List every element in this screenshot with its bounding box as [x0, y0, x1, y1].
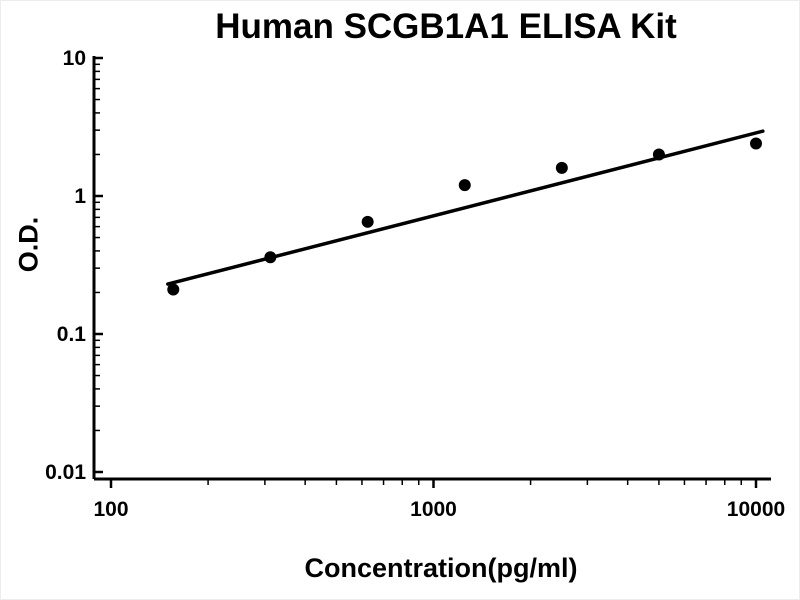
fit-line [166, 129, 765, 286]
x-tick-label: 10000 [727, 498, 785, 521]
x-tick-label: 100 [93, 498, 128, 521]
data-point [458, 179, 471, 192]
data-points-group [167, 137, 762, 296]
data-point [264, 251, 277, 264]
y-axis-ticks: 10 1 0.1 0.01 [45, 47, 103, 484]
x-tick-label: 1000 [410, 498, 457, 521]
data-point [361, 215, 374, 228]
data-point [750, 137, 762, 150]
data-point [167, 283, 180, 296]
y-tick-label: 10 [63, 47, 86, 70]
y-tick-label: 0.1 [57, 323, 87, 346]
y-tick-label: 0.01 [45, 461, 86, 484]
y-tick-label: 1 [74, 185, 86, 208]
data-point [652, 148, 665, 161]
x-axis-label: Concentration(pg/ml) [304, 553, 578, 583]
axis-spines [92, 56, 771, 481]
data-point [555, 161, 568, 174]
chart-title: Human SCGB1A1 ELISA Kit [215, 7, 677, 46]
fit-line-group [166, 129, 765, 286]
x-axis-ticks: 100 1000 10000 [93, 479, 785, 521]
